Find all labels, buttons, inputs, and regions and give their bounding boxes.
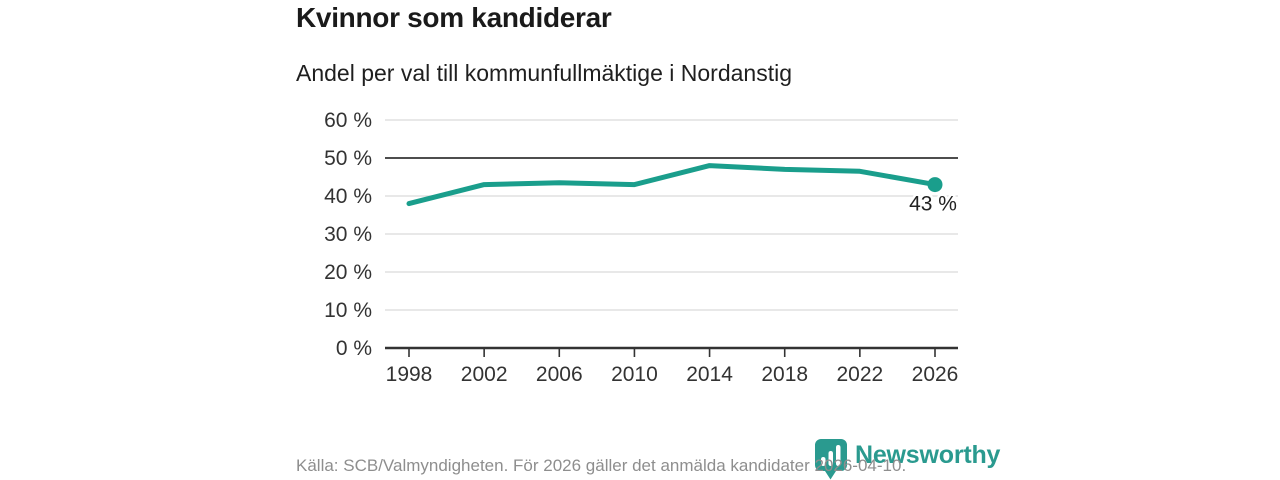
x-tick-label: 1998 (386, 363, 433, 386)
y-tick-label: 50 % (324, 147, 372, 170)
y-tick-label: 20 % (324, 261, 372, 284)
source-note: Källa: SCB/Valmyndigheten. För 2026 gäll… (296, 456, 907, 475)
x-tick-label: 2006 (536, 363, 583, 386)
end-point-marker (927, 177, 943, 193)
end-point-value-label: 43 % (909, 193, 957, 216)
x-tick-label: 2002 (461, 363, 508, 386)
x-tick-label: 2022 (836, 363, 883, 386)
newsworthy-wordmark: Newsworthy (855, 441, 1001, 469)
line-series (406, 163, 938, 207)
chart-title: Kvinnor som kandiderar (296, 2, 612, 33)
y-tick-label: 30 % (324, 223, 372, 246)
y-tick-label: 10 % (324, 299, 372, 322)
x-tick-label: 2018 (761, 363, 808, 386)
newsworthy-logo[interactable]: Newsworthy (814, 438, 1000, 480)
y-tick-label: 60 % (324, 109, 372, 132)
x-tick-label: 2014 (686, 363, 733, 386)
x-tick-label: 2010 (611, 363, 658, 386)
y-tick-label: 40 % (324, 185, 372, 208)
bar-chart-speech-bubble-icon (815, 439, 847, 480)
x-tick-label: 2026 (912, 363, 959, 386)
y-tick-label: 0 % (336, 337, 372, 360)
chart-subtitle: Andel per val till kommunfullmäktige i N… (296, 60, 792, 86)
